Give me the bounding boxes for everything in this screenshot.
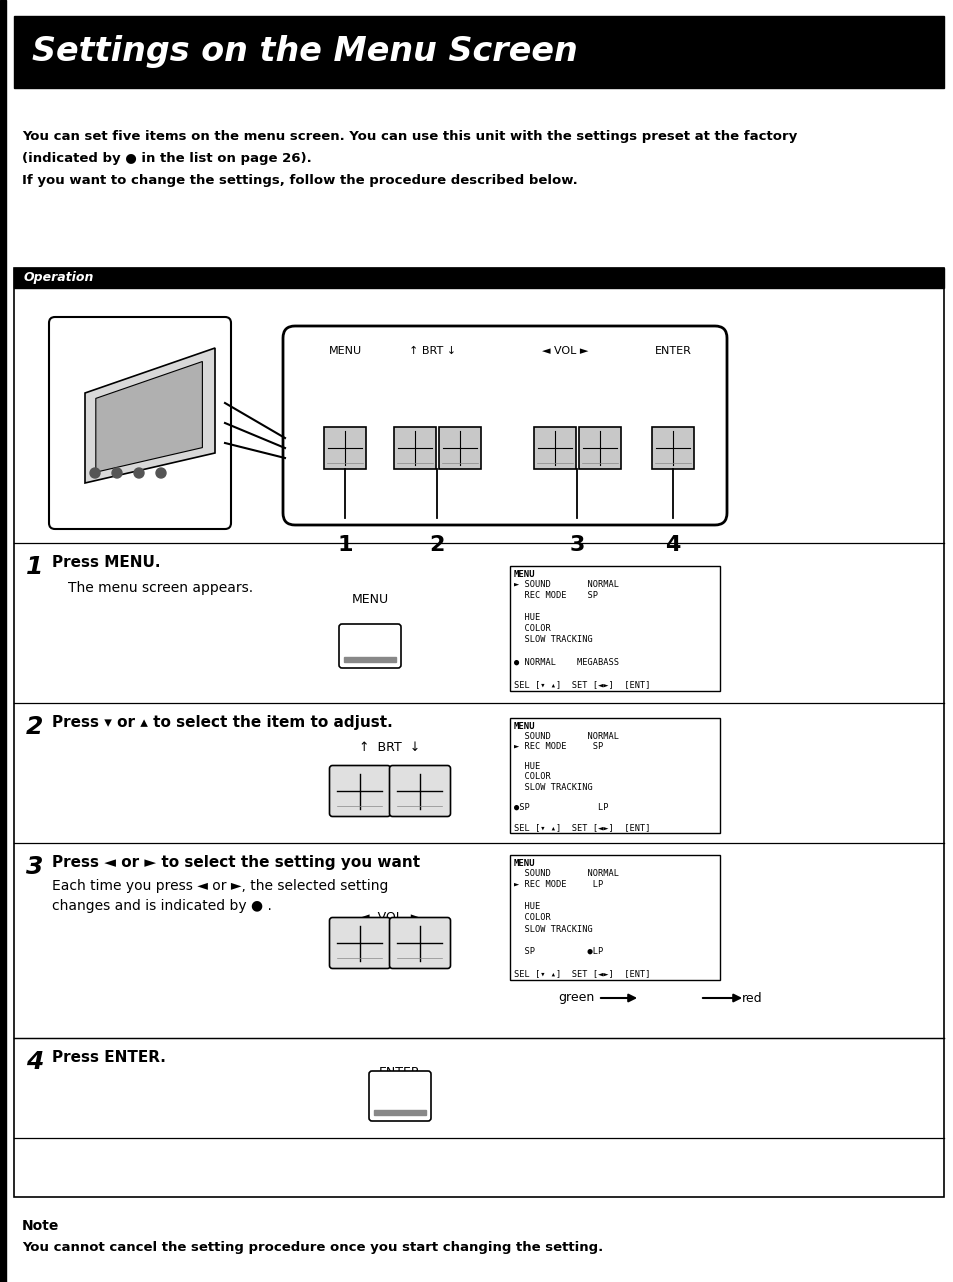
Text: changes and is indicated by ● .: changes and is indicated by ● . [52, 899, 272, 913]
Text: SLOW TRACKING: SLOW TRACKING [514, 924, 592, 933]
Text: COLOR: COLOR [514, 624, 550, 633]
Text: You cannot cancel the setting procedure once you start changing the setting.: You cannot cancel the setting procedure … [22, 1241, 602, 1254]
Text: 3: 3 [26, 855, 43, 879]
Circle shape [156, 468, 166, 478]
Text: SEL [▾ ▴]  SET [◄►]  [ENT]: SEL [▾ ▴] SET [◄►] [ENT] [514, 823, 650, 832]
Circle shape [112, 468, 122, 478]
FancyBboxPatch shape [329, 765, 390, 817]
Text: ↑ BRT ↓: ↑ BRT ↓ [409, 346, 456, 356]
Bar [510, 855, 720, 979]
Bar [324, 427, 366, 469]
Text: 4: 4 [664, 535, 680, 555]
Text: ► REC MODE     SP: ► REC MODE SP [514, 742, 602, 751]
Text: 2: 2 [429, 535, 444, 555]
Text: MENU: MENU [351, 594, 388, 606]
Text: Press ◄ or ► to select the setting you want: Press ◄ or ► to select the setting you w… [52, 855, 419, 870]
Text: SEL [▾ ▴]  SET [◄►]  [ENT]: SEL [▾ ▴] SET [◄►] [ENT] [514, 679, 650, 688]
Text: COLOR: COLOR [514, 913, 550, 923]
Text: Settings on the Menu Screen: Settings on the Menu Screen [32, 36, 578, 68]
Bar [14, 268, 943, 288]
FancyBboxPatch shape [369, 1070, 431, 1120]
Text: ◄  VOL  ►: ◄ VOL ► [359, 912, 419, 924]
Bar [14, 15, 943, 88]
Text: You can set five items on the menu screen. You can use this unit with the settin: You can set five items on the menu scree… [22, 129, 797, 144]
Text: ●SP             LP: ●SP LP [514, 803, 608, 812]
Text: HUE: HUE [514, 763, 539, 772]
Text: Press MENU.: Press MENU. [52, 555, 160, 570]
FancyBboxPatch shape [329, 918, 390, 968]
Bar [578, 427, 620, 469]
Text: SLOW TRACKING: SLOW TRACKING [514, 782, 592, 791]
Text: The menu screen appears.: The menu screen appears. [68, 581, 253, 595]
Text: 2: 2 [26, 715, 43, 738]
Text: MENU: MENU [514, 722, 535, 731]
Text: ↑  BRT  ↓: ↑ BRT ↓ [359, 741, 420, 754]
Text: Operation: Operation [24, 272, 94, 285]
Text: Press ▾ or ▴ to select the item to adjust.: Press ▾ or ▴ to select the item to adjus… [52, 715, 393, 729]
Circle shape [133, 468, 144, 478]
Bar [534, 427, 576, 469]
Text: ENTER: ENTER [654, 346, 691, 356]
Text: ENTER: ENTER [378, 1067, 420, 1079]
Bar [510, 565, 720, 691]
Text: 1: 1 [337, 535, 353, 555]
FancyBboxPatch shape [283, 326, 726, 526]
Text: MENU: MENU [514, 859, 535, 868]
Text: Note: Note [22, 1219, 59, 1233]
Text: REC MODE    SP: REC MODE SP [514, 591, 598, 600]
Bar [394, 427, 436, 469]
Text: ◄ VOL ►: ◄ VOL ► [541, 346, 588, 356]
Text: SP          ●LP: SP ●LP [514, 946, 602, 955]
Bar [14, 268, 943, 1197]
Text: Each time you press ◄ or ►, the selected setting: Each time you press ◄ or ►, the selected… [52, 879, 388, 894]
Text: Press ENTER.: Press ENTER. [52, 1050, 166, 1065]
Text: ● NORMAL    MEGABASS: ● NORMAL MEGABASS [514, 658, 618, 667]
FancyBboxPatch shape [49, 317, 231, 529]
Text: 3: 3 [569, 535, 584, 555]
Polygon shape [85, 347, 214, 483]
Text: HUE: HUE [514, 613, 539, 622]
Text: SLOW TRACKING: SLOW TRACKING [514, 636, 592, 645]
Text: red: red [741, 991, 761, 1005]
Text: 1: 1 [26, 555, 43, 579]
Text: SOUND       NORMAL: SOUND NORMAL [514, 732, 618, 741]
Bar [438, 427, 480, 469]
FancyBboxPatch shape [338, 624, 400, 668]
Text: 4: 4 [26, 1050, 43, 1074]
Text: (indicated by ● in the list on page 26).: (indicated by ● in the list on page 26). [22, 153, 312, 165]
Text: SEL [▾ ▴]  SET [◄►]  [ENT]: SEL [▾ ▴] SET [◄►] [ENT] [514, 969, 650, 978]
Text: ► SOUND       NORMAL: ► SOUND NORMAL [514, 579, 618, 588]
Bar [510, 718, 720, 833]
Text: If you want to change the settings, follow the procedure described below.: If you want to change the settings, foll… [22, 174, 578, 187]
FancyBboxPatch shape [389, 918, 450, 968]
Bar [374, 1110, 426, 1115]
Text: ► REC MODE     LP: ► REC MODE LP [514, 881, 602, 890]
Text: SOUND       NORMAL: SOUND NORMAL [514, 869, 618, 878]
Text: COLOR: COLOR [514, 772, 550, 782]
Text: HUE: HUE [514, 903, 539, 912]
Text: green: green [558, 991, 595, 1005]
Bar [344, 656, 395, 662]
Circle shape [90, 468, 100, 478]
Polygon shape [95, 362, 202, 472]
Text: MENU: MENU [514, 570, 535, 579]
Bar [0, 0, 6, 1282]
Text: MENU: MENU [328, 346, 361, 356]
Bar [651, 427, 693, 469]
FancyBboxPatch shape [389, 765, 450, 817]
